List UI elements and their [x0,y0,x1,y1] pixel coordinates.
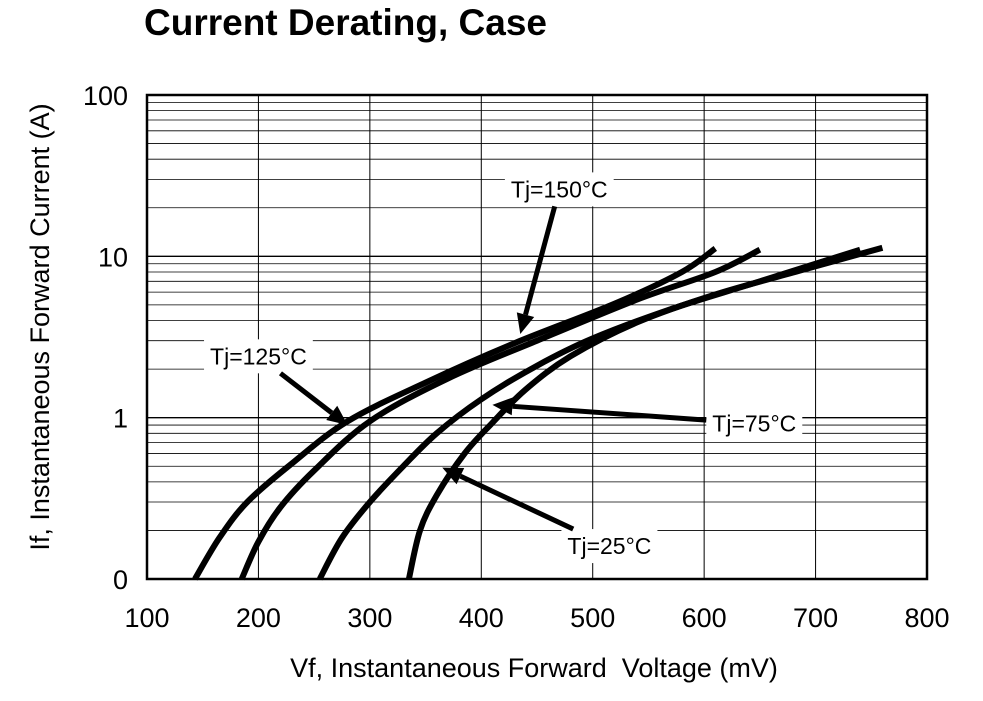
y-tick-label: 1 [113,404,128,434]
series-line-1 [192,245,718,581]
annotation-arrowhead-4 [442,467,465,485]
annotations: Tj=150°C Tj=125°C Tj=75°C Tj=25°C [204,172,803,564]
x-tick-label: 800 [904,603,949,633]
annotation-box-4 [561,529,658,564]
chart-title: Current Derating, Case [144,2,547,43]
annotation-label-3: Tj=75°C [712,411,796,437]
x-axis-label: Vf, Instantaneous Forward Voltage (mV) [290,653,778,683]
annotation-box-2 [204,339,313,374]
plot-frame [145,93,929,581]
annotation-box-1 [504,172,614,207]
annotation-arrowhead-2 [326,405,348,426]
annotation-arrow-4 [459,473,575,532]
y-tick-label: 0 [113,565,128,595]
annotation-box-3 [706,406,803,441]
annotation-label-1: Tj=150°C [511,176,608,202]
annotation-arrowhead-1 [516,312,535,335]
annotation-arrow-3 [512,403,707,423]
x-tick-label: 700 [793,603,838,633]
x-tick-labels: 100 200 300 400 500 600 700 800 [124,603,949,633]
y-tick-label: 10 [98,242,128,272]
x-tick-label: 100 [124,603,169,633]
y-tick-labels: 0 1 10 100 [83,81,128,595]
x-tick-label: 600 [682,603,727,633]
x-tick-label: 500 [570,603,615,633]
y-tick-label: 100 [83,81,128,111]
annotation-arrowhead-3 [492,397,514,416]
y-axis-label: If, Instantaneous Forward Current (A) [25,103,55,550]
series-line-4 [405,244,884,580]
x-tick-label: 200 [236,603,281,633]
annotation-arrow-1 [523,205,558,316]
annotation-label-2: Tj=125°C [210,343,307,369]
x-tick-label: 400 [459,603,504,633]
curves [192,244,884,581]
annotation-arrow-2 [278,371,334,415]
x-tick-label: 300 [347,603,392,633]
annotation-label-4: Tj=25°C [567,533,651,559]
series-line-2 [238,247,762,581]
